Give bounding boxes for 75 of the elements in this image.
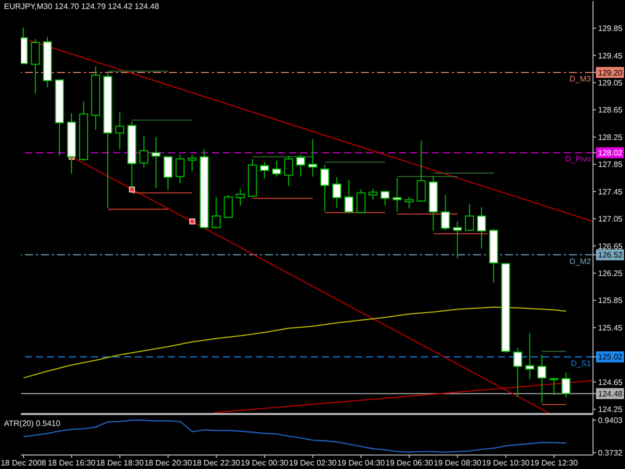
y-tick-label: 0.9403	[598, 416, 624, 426]
candlestick	[284, 156, 294, 187]
candlestick	[151, 136, 160, 189]
x-tick-label: 18 Dec 22:30	[192, 458, 241, 468]
x-tick-label: 19 Dec 12:30	[530, 458, 578, 468]
candlestick	[525, 332, 534, 380]
chart-title: EURJPY,M30 124.70 124.79 124.42 124.48	[4, 2, 160, 12]
candlestick	[212, 196, 221, 229]
candlestick	[368, 188, 378, 200]
candlestick	[224, 194, 233, 219]
candlestick	[164, 156, 172, 191]
ref-line-label: D_S1	[570, 358, 592, 368]
y-tick-label: 127.45	[598, 187, 624, 196]
y-tick-label: 125.02	[598, 352, 624, 362]
x-tick-label: 19 Dec 04:30	[337, 458, 386, 468]
y-tick-label: 129.20	[598, 68, 624, 78]
x-tick-label: 18 Dec 16:30	[48, 458, 96, 468]
y-tick-label: 125.45	[598, 323, 624, 332]
candlestick	[537, 354, 546, 404]
y-tick-label: 124.48	[598, 389, 624, 398]
y-tick-label: 127.85	[598, 160, 624, 170]
y-tick-label: 126.25	[598, 269, 624, 278]
candlestick	[356, 188, 366, 214]
x-tick-label: 19 Dec 08:30	[434, 458, 482, 468]
candlestick	[272, 160, 282, 178]
line-series	[22, 306, 567, 378]
y-tick-label: 124.25	[598, 405, 624, 414]
ref-line-label: D_M2	[570, 256, 592, 266]
x-tick-label: 19 Dec 06:30	[386, 458, 434, 468]
y-tick-label: 128.02	[598, 148, 624, 158]
chart-title: ATR(20) 0.5410	[4, 419, 60, 429]
candlestick	[332, 176, 342, 208]
candlestick	[176, 154, 185, 184]
candlestick	[308, 138, 318, 178]
y-tick-label: 125.85	[598, 296, 624, 306]
x-tick-label: 18 Dec 2008	[0, 458, 47, 468]
candlestick	[440, 194, 450, 231]
x-tick-label: 18 Dec 18:30	[96, 458, 144, 468]
ref-line-label: D_M3	[570, 74, 592, 84]
y-tick-label: 126.52	[598, 250, 624, 260]
candlestick	[392, 177, 402, 212]
candlestick	[464, 203, 474, 232]
candlestick	[30, 38, 40, 94]
y-tick-label: 126.65	[598, 242, 624, 251]
y-tick-label: 127.05	[598, 214, 624, 224]
y-tick-label: 129.85	[598, 24, 624, 34]
candlestick	[139, 135, 148, 168]
y-tick-label: 124.65	[598, 378, 624, 387]
candlestick	[513, 348, 522, 398]
y-tick-label: 129.45	[598, 51, 624, 60]
candlestick	[260, 162, 269, 180]
candlestick	[115, 111, 124, 150]
candlestick	[549, 377, 558, 396]
y-tick-label: 128.65	[598, 106, 624, 115]
candlestick	[416, 140, 426, 202]
candlestick	[380, 190, 390, 206]
point	[189, 218, 196, 224]
candlestick	[344, 179, 354, 214]
x-tick-label: 19 Dec 00:30	[240, 458, 289, 468]
y-tick-label: 0.3732	[598, 448, 624, 458]
y-tick-label: 128.25	[598, 132, 624, 142]
y-tick-label: 129.05	[598, 78, 624, 88]
candlestick	[296, 154, 306, 178]
candlestick	[561, 372, 570, 398]
candlestick	[404, 196, 414, 210]
candlestick	[320, 164, 330, 212]
candlestick	[236, 188, 245, 206]
x-tick-label: 19 Dec 10:30	[482, 458, 530, 468]
ref-line-label: D_Pivo	[565, 154, 592, 164]
candlestick	[188, 154, 197, 172]
candlestick	[477, 206, 486, 250]
x-tick-label: 19 Dec 02:30	[289, 458, 338, 468]
candlestick	[452, 220, 462, 259]
x-tick-label: 18 Dec 20:30	[144, 458, 192, 468]
point	[129, 186, 135, 192]
